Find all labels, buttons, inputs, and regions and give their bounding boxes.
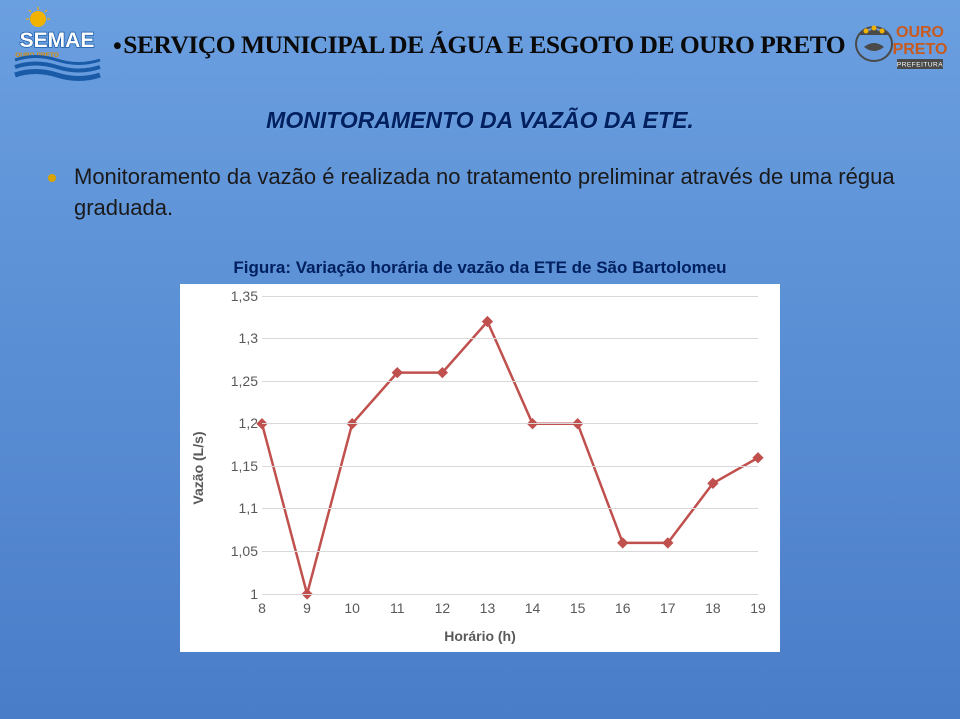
bullet-icon <box>48 174 56 182</box>
y-axis-label: Vazão (L/s) <box>190 431 206 504</box>
bullet-row: Monitoramento da vazão é realizada no tr… <box>48 162 900 224</box>
bullet-text: Monitoramento da vazão é realizada no tr… <box>74 162 900 224</box>
chart-gridline <box>262 466 758 467</box>
chart-gridline <box>262 551 758 552</box>
chart-caption: Figura: Variação horária de vazão da ETE… <box>0 258 960 278</box>
header-title: •SERVIÇO MUNICIPAL DE ÁGUA E ESGOTO DE O… <box>113 5 845 61</box>
header-title-text: SERVIÇO MUNICIPAL DE ÁGUA E ESGOTO DE OU… <box>123 30 845 59</box>
chart-ytick: 1,3 <box>222 330 258 346</box>
chart-xtick: 9 <box>303 600 311 616</box>
ouro-preto-logo: OURO PRETO PREFEITURA <box>850 5 950 75</box>
chart-gridline <box>262 338 758 339</box>
chart-ytick: 1,35 <box>222 288 258 304</box>
chart-xtick: 11 <box>390 600 405 616</box>
chart-gridline <box>262 508 758 509</box>
x-axis-label: Horário (h) <box>444 628 516 644</box>
bullet-lead-icon: • <box>113 33 121 60</box>
chart-ytick: 1,25 <box>222 373 258 389</box>
chart-xtick: 15 <box>570 600 586 616</box>
chart-xtick: 17 <box>660 600 676 616</box>
chart-gridline <box>262 423 758 424</box>
chart-marker <box>752 452 763 463</box>
chart-container: Vazão (L/s) Horário (h) 1 1,05 1,1 1,15 1,2 1… <box>180 284 780 652</box>
svg-text:SEMAE: SEMAE <box>20 29 95 52</box>
chart-svg <box>262 296 758 594</box>
chart-xtick: 18 <box>705 600 721 616</box>
chart-xtick: 10 <box>344 600 360 616</box>
chart-xtick: 14 <box>525 600 541 616</box>
chart-marker <box>617 537 628 548</box>
chart-plot-area <box>262 296 758 594</box>
svg-text:PREFEITURA: PREFEITURA <box>897 62 943 69</box>
chart-ytick: 1,1 <box>222 500 258 516</box>
chart-line <box>262 321 758 593</box>
svg-text:OURO: OURO <box>896 24 944 41</box>
header: SEMAE OURO PRETO •SERVIÇO MUNICIPAL DE Á… <box>0 0 960 85</box>
chart-ytick: 1 <box>222 586 258 602</box>
chart-ytick: 1,2 <box>222 415 258 431</box>
chart-xtick: 12 <box>435 600 451 616</box>
chart-gridline <box>262 381 758 382</box>
chart-ytick: 1,05 <box>222 543 258 559</box>
semae-logo: SEMAE OURO PRETO <box>10 5 105 83</box>
chart-xtick: 16 <box>615 600 631 616</box>
chart-xtick: 8 <box>258 600 266 616</box>
chart-xtick: 13 <box>480 600 496 616</box>
svg-text:PRETO: PRETO <box>893 41 948 58</box>
section-title: MONITORAMENTO DA VAZÃO DA ETE. <box>0 107 960 134</box>
chart-xtick: 19 <box>750 600 766 616</box>
chart-ytick: 1,15 <box>222 458 258 474</box>
chart-gridline <box>262 594 758 595</box>
chart-gridline <box>262 296 758 297</box>
